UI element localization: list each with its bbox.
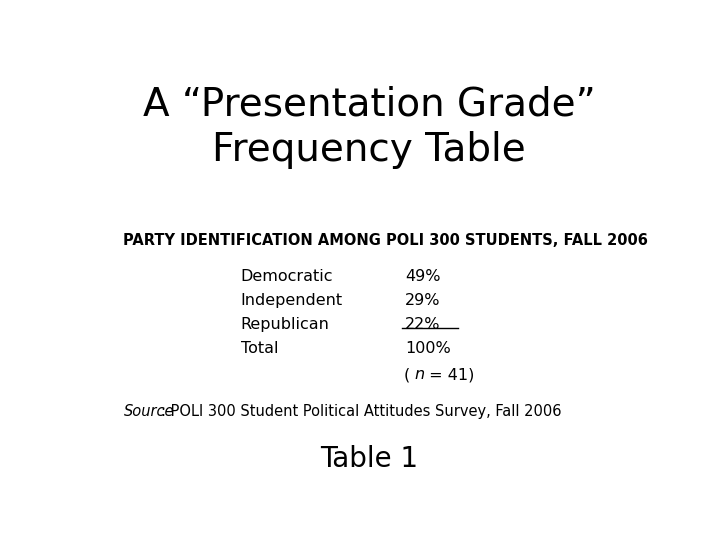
Text: PARTY IDENTIFICATION AMONG POLI 300 STUDENTS, FALL 2006: PARTY IDENTIFICATION AMONG POLI 300 STUD… xyxy=(124,233,648,248)
Text: (: ( xyxy=(404,367,410,382)
Text: Table 1: Table 1 xyxy=(320,446,418,473)
Text: Independent: Independent xyxy=(240,293,343,308)
Text: 22%: 22% xyxy=(405,317,441,332)
Text: = 41): = 41) xyxy=(424,367,474,382)
Text: n: n xyxy=(414,367,424,382)
Text: 49%: 49% xyxy=(405,268,441,284)
Text: : POLI 300 Student Political Attitudes Survey, Fall 2006: : POLI 300 Student Political Attitudes S… xyxy=(161,404,562,418)
Text: Republican: Republican xyxy=(240,317,330,332)
Text: 100%: 100% xyxy=(405,341,451,356)
Text: A “Presentation Grade”
Frequency Table: A “Presentation Grade” Frequency Table xyxy=(143,85,595,169)
Text: Source: Source xyxy=(124,404,174,418)
Text: 29%: 29% xyxy=(405,293,441,308)
Text: Total: Total xyxy=(240,341,278,356)
Text: Democratic: Democratic xyxy=(240,268,333,284)
